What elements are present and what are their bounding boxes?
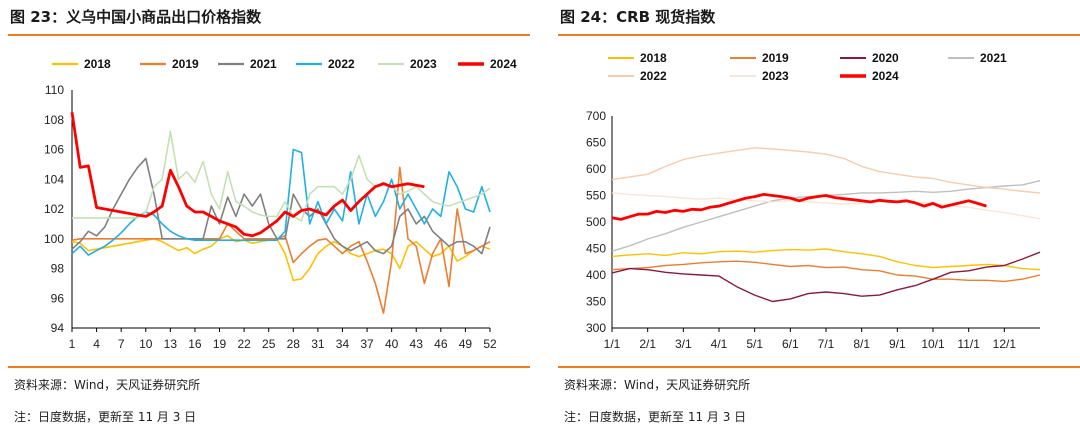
title-rule — [558, 34, 1080, 36]
legend-label-2022: 2022 — [328, 57, 355, 71]
y-tick-label: 96 — [51, 291, 65, 305]
series-line-2024 — [70, 112, 425, 238]
x-tick-label: 34 — [336, 337, 350, 351]
legend-label-2022: 2022 — [640, 69, 667, 83]
y-tick-label: 98 — [51, 262, 65, 276]
x-tick-label: 49 — [459, 337, 473, 351]
series-line-2022 — [611, 147, 1041, 194]
series-line-2018 — [611, 248, 1041, 271]
legend-label-2021: 2021 — [250, 57, 277, 71]
y-tick-label: 700 — [586, 109, 606, 123]
x-tick-label: 10 — [139, 337, 153, 351]
x-tick-label: 5/1 — [746, 337, 763, 351]
y-tick-label: 100 — [44, 232, 64, 246]
x-tick-label: 1/1 — [604, 337, 621, 351]
x-tick-label: 2/1 — [639, 337, 656, 351]
y-tick-label: 300 — [586, 321, 606, 335]
x-tick-label: 4 — [93, 337, 100, 351]
y-tick-label: 94 — [51, 321, 65, 335]
source-text: 资料来源：Wind，天风证券研究所 — [14, 378, 201, 392]
legend-label-2024: 2024 — [872, 69, 899, 83]
x-tick-label: 22 — [237, 337, 251, 351]
footer-rule — [8, 366, 530, 368]
series-line-2021 — [71, 157, 491, 255]
left-figure: 图 23：义乌中国小商品出口价格指数 94 96 98 100 102 104 106 108… — [0, 0, 530, 431]
y-tick-label: 450 — [586, 242, 606, 256]
footer-rule — [558, 366, 1080, 368]
y-tick-label: 600 — [586, 162, 606, 176]
x-tick-label: 13 — [164, 337, 178, 351]
legend-label-2024: 2024 — [490, 57, 517, 71]
y-tick-label: 108 — [44, 113, 64, 127]
legend-label-2023: 2023 — [762, 69, 789, 83]
source-text: 资料来源：Wind，天风证券研究所 — [564, 378, 751, 392]
x-tick-label: 25 — [262, 337, 276, 351]
x-tick-label: 31 — [311, 337, 325, 351]
x-tick-label: 4/1 — [711, 337, 728, 351]
x-tick-label: 40 — [385, 337, 399, 351]
y-tick-label: 650 — [586, 136, 606, 150]
legend-label-2018: 2018 — [84, 57, 111, 71]
legend-label-2021: 2021 — [980, 51, 1007, 65]
series-line-2023 — [611, 192, 1041, 220]
y-tick-label: 500 — [586, 215, 606, 229]
y-tick-label: 106 — [44, 143, 64, 157]
x-tick-label: 28 — [287, 337, 301, 351]
line-chart-crb-spot-index: 300 350 400 450 500 550 600 650 700 1/1 2/1 3/1 4/1 5… — [586, 51, 1041, 351]
series-line-2021 — [611, 180, 1041, 252]
legend-label-2019: 2019 — [762, 51, 789, 65]
note-text: 注：日度数据，更新至 11 月 3 日 — [14, 410, 197, 424]
legend-label-2020: 2020 — [872, 51, 899, 65]
legend-label-2019: 2019 — [172, 57, 199, 71]
x-tick-label: 46 — [434, 337, 448, 351]
x-tick-label: 8/1 — [853, 337, 870, 351]
legend-label-2023: 2023 — [410, 57, 437, 71]
x-tick-label: 52 — [483, 337, 497, 351]
series-line-2023 — [72, 130, 491, 222]
line-chart-export-price-index: 94 96 98 100 102 104 106 108 110 1 4 7 10 13 16 19 22 25 2… — [44, 57, 517, 351]
y-tick-label: 400 — [586, 268, 606, 282]
x-tick-label: 1 — [69, 337, 76, 351]
x-tick-label: 10/1 — [921, 337, 945, 351]
y-tick-label: 350 — [586, 295, 606, 309]
x-tick-label: 16 — [188, 337, 202, 351]
series-line-2024 — [611, 192, 987, 221]
series-line-2018 — [71, 235, 491, 282]
x-tick-label: 6/1 — [782, 337, 799, 351]
x-tick-label: 19 — [213, 337, 227, 351]
x-tick-label: 11/1 — [957, 337, 980, 351]
y-tick-label: 102 — [44, 202, 64, 216]
figure-title: 图 23：义乌中国小商品出口价格指数 — [10, 8, 262, 26]
series-line-2020 — [611, 251, 1041, 303]
x-tick-label: 43 — [410, 337, 424, 351]
note-text: 注：日度数据，更新至 11 月 3 日 — [564, 410, 747, 424]
legend-label-2018: 2018 — [640, 51, 667, 65]
series-line-2019 — [611, 260, 1041, 283]
x-tick-label: 7 — [118, 337, 125, 351]
y-tick-label: 110 — [45, 83, 64, 97]
y-tick-label: 104 — [44, 172, 64, 186]
right-figure: 图 24：CRB 现货指数 300 350 400 450 500 550 600 650 70… — [550, 0, 1080, 431]
x-tick-label: 37 — [360, 337, 374, 351]
y-tick-label: 550 — [586, 189, 606, 203]
figure-title: 图 24：CRB 现货指数 — [560, 8, 716, 26]
title-rule — [8, 34, 530, 36]
x-tick-label: 9/1 — [889, 337, 906, 351]
series-line-2019 — [71, 166, 491, 314]
x-tick-label: 3/1 — [675, 337, 692, 351]
x-tick-label: 12/1 — [993, 337, 1017, 351]
x-tick-label: 7/1 — [818, 337, 835, 351]
